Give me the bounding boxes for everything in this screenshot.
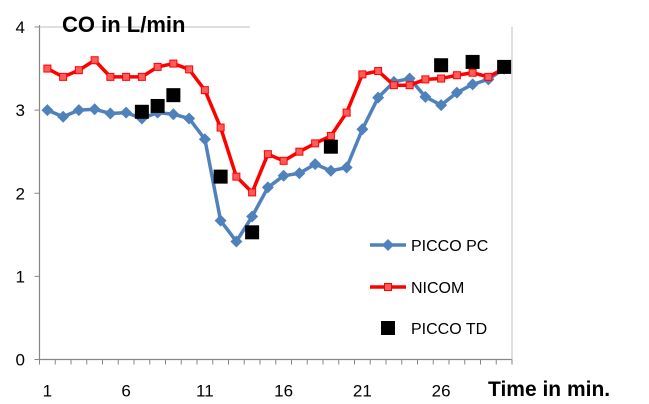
legend-label: PICCO PC (411, 238, 488, 255)
diamond-marker (104, 107, 117, 120)
diamond-marker (356, 123, 369, 136)
square-marker (468, 68, 477, 77)
square-marker (122, 72, 131, 81)
legend-item: PICCO PC (370, 238, 488, 255)
square-marker (90, 56, 99, 65)
diamond-marker (230, 235, 243, 248)
legend: PICCO PC NICOM PICCO TD (370, 238, 488, 338)
x-tick-label: 21 (353, 382, 372, 401)
square-marker (134, 104, 149, 119)
square-marker (437, 74, 446, 83)
square-marker (295, 147, 304, 156)
legend-label: NICOM (411, 280, 464, 297)
x-tick-label: 6 (121, 382, 130, 401)
square-marker (232, 172, 241, 181)
x-axis-label: Time in min. (488, 378, 610, 401)
diamond-marker (88, 103, 101, 116)
x-tick-label: 16 (274, 382, 293, 401)
diamond-marker (167, 108, 180, 121)
square-marker (358, 70, 367, 79)
diamond-marker (435, 99, 448, 112)
diamond-marker (214, 214, 227, 227)
y-tick-label: 0 (16, 351, 25, 370)
square-marker (74, 66, 83, 75)
series-line (46, 58, 505, 195)
x-tick-label: 26 (432, 382, 451, 401)
y-tick-label: 1 (16, 267, 25, 286)
diamond-marker (372, 91, 385, 104)
square-marker (323, 139, 338, 154)
series-nicom (43, 56, 509, 197)
diamond-marker (450, 86, 463, 99)
legend-item: NICOM (370, 280, 464, 297)
series-picco-pc (41, 62, 511, 248)
square-marker (166, 88, 181, 103)
diamond-marker (120, 106, 133, 119)
diamond-marker (382, 239, 394, 251)
diamond-marker (293, 167, 306, 180)
diamond-marker (246, 210, 259, 223)
square-marker (434, 58, 449, 73)
legend-item: PICCO TD (381, 321, 487, 338)
square-marker (326, 131, 335, 140)
square-marker (279, 156, 288, 165)
square-marker (43, 64, 52, 73)
square-marker (248, 188, 257, 197)
square-marker (200, 86, 209, 95)
diamond-marker (309, 158, 322, 171)
square-marker (213, 169, 228, 184)
square-marker (465, 54, 480, 69)
square-marker (342, 108, 351, 117)
x-tick-label: 11 (196, 382, 214, 401)
square-marker (405, 81, 414, 90)
square-marker (216, 123, 225, 132)
x-tick-label: 1 (43, 382, 52, 401)
square-marker (497, 59, 512, 74)
square-marker (150, 98, 165, 113)
series-picco-td (134, 54, 512, 240)
diamond-marker (261, 181, 274, 194)
series-line (46, 67, 506, 244)
square-marker (59, 72, 68, 81)
diamond-marker (466, 78, 479, 91)
square-marker (421, 75, 430, 84)
square-marker (374, 67, 383, 76)
square-marker (384, 283, 392, 291)
square-marker (484, 72, 493, 81)
square-marker (389, 81, 398, 90)
series-layer (41, 54, 512, 248)
square-marker (153, 62, 162, 71)
square-marker (169, 59, 178, 68)
square-marker (452, 71, 461, 80)
diamond-marker (324, 164, 337, 177)
chart-title: CO in L/min (62, 12, 185, 37)
square-marker (137, 72, 146, 81)
legend-label: PICCO TD (411, 321, 487, 338)
diamond-marker (183, 112, 196, 125)
diamond-marker (72, 104, 85, 117)
diamond-marker (419, 90, 432, 103)
diamond-marker (340, 161, 353, 174)
y-tick-label: 2 (16, 184, 25, 203)
square-marker (185, 65, 194, 74)
diamond-marker (41, 104, 54, 117)
square-marker (263, 150, 272, 159)
square-marker (381, 321, 395, 335)
y-tick-label: 4 (16, 18, 25, 37)
diamond-marker (198, 133, 211, 146)
diamond-marker (57, 110, 70, 123)
square-marker (245, 225, 260, 240)
diamond-marker (277, 169, 290, 182)
square-marker (106, 72, 115, 81)
square-marker (311, 139, 320, 148)
y-tick-label: 3 (16, 101, 25, 120)
